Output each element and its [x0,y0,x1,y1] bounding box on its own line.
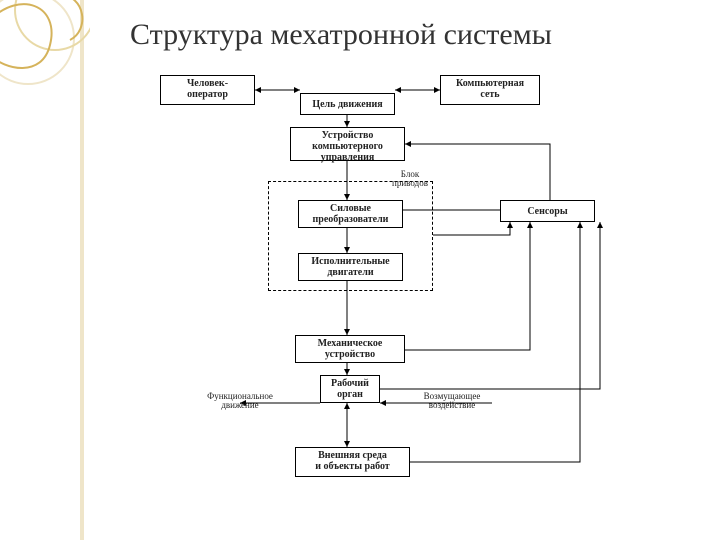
node-network: Компьютернаясеть [440,75,540,105]
node-actuators: Исполнительныедвигатели [298,253,403,281]
node-mech: Механическоеустройство [295,335,405,363]
node-func_motion: Функциональноедвижение [195,390,285,416]
slide-decor [0,0,90,540]
node-sensors: Сенсоры [500,200,595,222]
node-disturb: Возмущающеевоздействие [412,390,492,416]
node-operator: Человек-оператор [160,75,255,105]
flowchart: Человек-оператор Цель движения Компьютерна… [140,65,660,525]
page-title: Структура мехатронной системы [130,18,552,52]
node-controller: Устройствокомпьютерногоуправления [290,127,405,161]
node-drives_lbl: Блокприводов [385,168,435,190]
node-organ: Рабочийорган [320,375,380,403]
node-goal: Цель движения [300,93,395,115]
node-env: Внешняя средаи объекты работ [295,447,410,477]
node-power: Силовыепреобразователи [298,200,403,228]
